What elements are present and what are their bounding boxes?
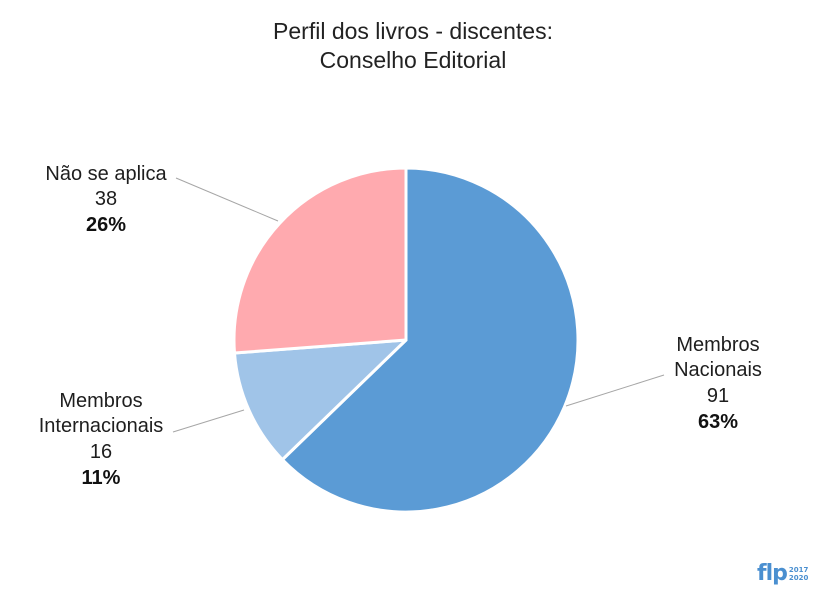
chart-title: Perfil dos livros - discentes: — [273, 18, 553, 44]
pie-slices — [232, 166, 580, 514]
slice-label-nacionais-line1: Membros — [676, 334, 759, 356]
slice-percent-nacionais: 63% — [698, 411, 738, 433]
slice-value-internacionais: 16 — [90, 441, 112, 463]
slice-membros-internacionais — [232, 338, 408, 462]
slice-label-nao-se-aplica: Não se aplica — [45, 163, 167, 185]
slice-percent-nao-se-aplica: 26% — [86, 214, 126, 236]
leader-line-nao-se-aplica — [175, 177, 279, 222]
slice-membros-nacionais — [280, 166, 580, 514]
slice-percent-internacionais: 11% — [82, 467, 121, 489]
slice-value-nao-se-aplica: 38 — [95, 188, 117, 210]
slice-value-nacionais: 91 — [707, 385, 729, 407]
slice-label-nacionais-line2: Nacionais — [674, 359, 762, 381]
slice-nao-se-aplica — [232, 166, 408, 355]
logo-year-bottom: 2020 — [788, 574, 809, 582]
logo-year-top: 2017 — [788, 566, 809, 574]
leader-line-internacionais — [172, 409, 245, 433]
logo-years: 2017 2020 — [789, 566, 808, 582]
leader-lines — [172, 177, 665, 433]
flp-logo: flp 2017 2020 — [757, 562, 808, 586]
chart-subtitle: Conselho Editorial — [320, 47, 507, 73]
leader-line-nacionais — [565, 374, 665, 407]
slice-label-internacionais-line2: Internacionais — [39, 415, 164, 437]
slice-label-internacionais-line1: Membros — [59, 390, 142, 412]
logo-text: flp — [757, 561, 788, 586]
